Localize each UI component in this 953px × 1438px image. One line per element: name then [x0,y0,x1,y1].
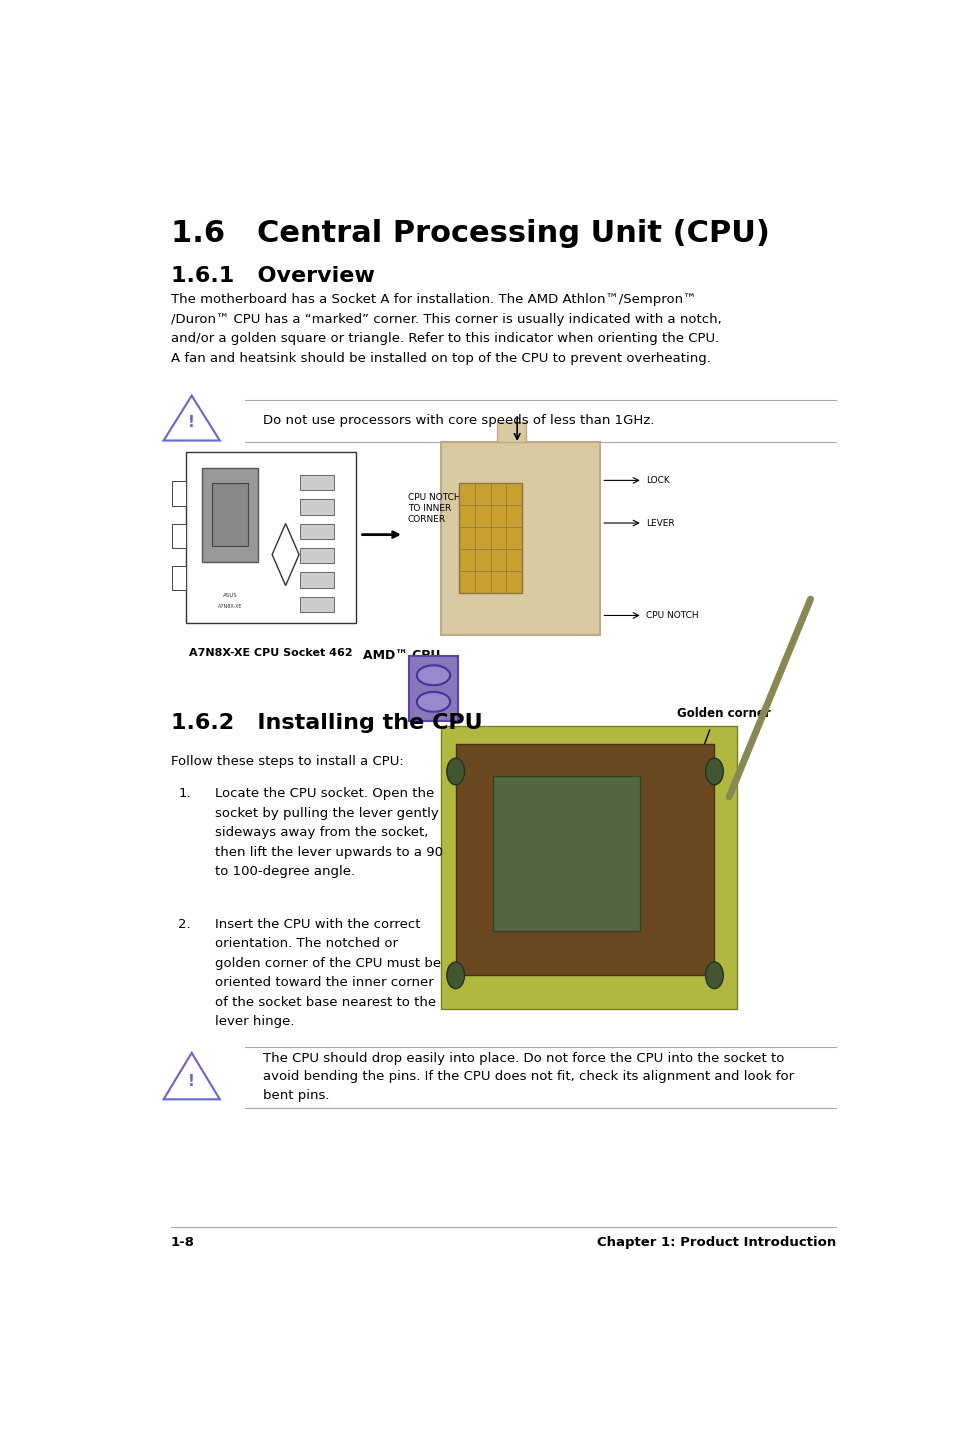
Text: CPU NOTCH
TO INNER
CORNER: CPU NOTCH TO INNER CORNER [407,493,459,523]
Bar [300,475,334,490]
Bar [492,775,639,930]
Text: Do not use processors with core speeds of less than 1GHz.: Do not use processors with core speeds o… [263,414,654,427]
Bar [172,523,186,548]
Ellipse shape [416,692,450,712]
Text: 2.: 2. [178,917,191,930]
Bar [440,726,736,1008]
Bar [456,743,714,975]
Circle shape [705,758,722,785]
Bar [300,572,334,588]
Bar [202,469,257,562]
Text: 1-8: 1-8 [171,1235,194,1248]
Text: CPU NOTCH: CPU NOTCH [645,611,698,620]
Bar [212,483,248,545]
Text: 1.6   Central Processing Unit (CPU): 1.6 Central Processing Unit (CPU) [171,219,769,249]
Text: 1.: 1. [178,787,191,800]
Bar [459,483,521,594]
Bar [300,548,334,564]
Bar [409,656,457,720]
Bar [440,441,599,636]
Text: 1.6.2   Installing the CPU: 1.6.2 Installing the CPU [171,713,482,733]
Text: A7N8X-XE CPU Socket 462: A7N8X-XE CPU Socket 462 [189,647,353,657]
Bar [186,452,355,623]
Text: A7N8X-XE: A7N8X-XE [217,604,242,610]
Text: ASUS: ASUS [223,592,237,598]
Ellipse shape [416,666,450,686]
Text: LEVER: LEVER [645,519,674,528]
Bar [300,597,334,613]
Text: !: ! [188,416,195,430]
Text: LOCK: LOCK [645,476,669,485]
Text: The motherboard has a Socket A for installation. The AMD Athlon™/Sempron™
/Duron: The motherboard has a Socket A for insta… [171,293,721,365]
Text: Chapter 1: Product Introduction: Chapter 1: Product Introduction [597,1235,836,1248]
Bar [300,499,334,515]
Text: Locate the CPU socket. Open the
socket by pulling the lever gently
sideways away: Locate the CPU socket. Open the socket b… [215,787,443,879]
Text: Insert the CPU with the correct
orientation. The notched or
golden corner of the: Insert the CPU with the correct orientat… [215,917,441,1028]
Text: Golden corner: Golden corner [677,707,770,720]
Bar [172,482,186,506]
Bar [496,421,525,441]
Bar [172,565,186,590]
Circle shape [446,758,464,785]
Text: !: ! [188,1074,195,1089]
Text: 1.6.1   Overview: 1.6.1 Overview [171,266,375,286]
Circle shape [705,962,722,988]
Bar [300,523,334,539]
Circle shape [446,962,464,988]
Text: Follow these steps to install a CPU:: Follow these steps to install a CPU: [171,755,403,768]
Text: The CPU should drop easily into place. Do not force the CPU into the socket to
a: The CPU should drop easily into place. D… [263,1051,794,1102]
Text: AMD™ CPU: AMD™ CPU [363,649,440,661]
